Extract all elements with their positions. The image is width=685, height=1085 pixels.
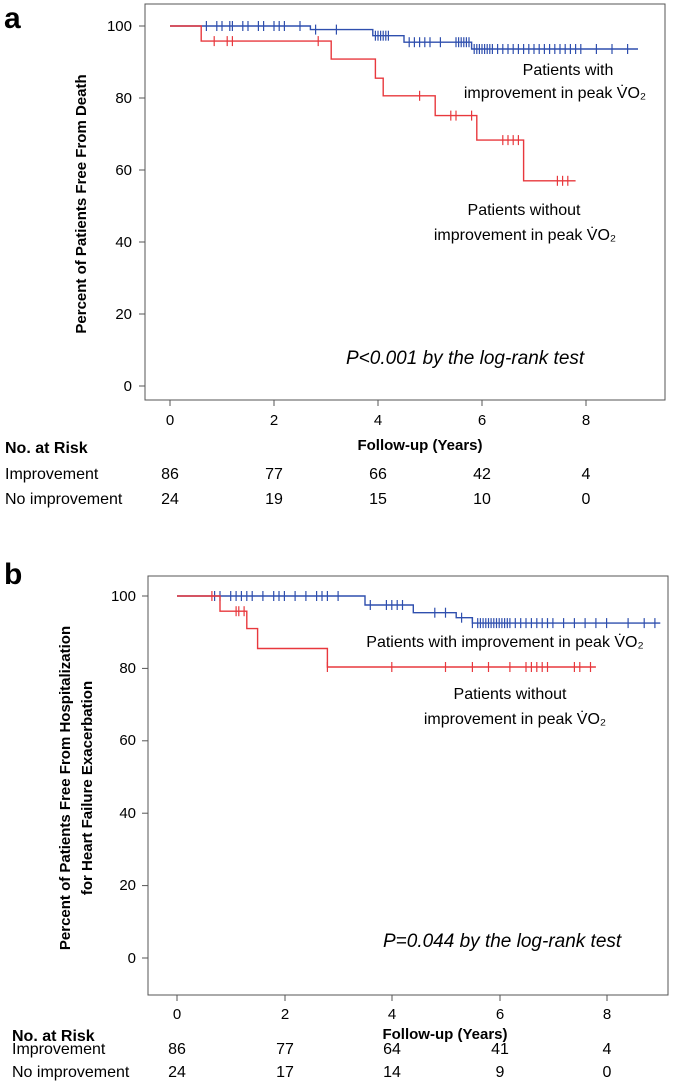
panel-a-curves xyxy=(170,21,638,186)
panel-b-risk-row-label: No improvement xyxy=(12,1064,130,1081)
panel-b-series-2-label-line-1: Patients without xyxy=(454,686,568,703)
panel-b-series-2-line xyxy=(177,595,596,668)
panel-a-x-tick-label: 6 xyxy=(478,412,486,429)
panel-a-y-axis-title: Percent of Patients Free From Death xyxy=(73,74,90,333)
panel-a-series-2-label-line-1: Patients without xyxy=(468,202,582,219)
panel-a-series-1-label-line-2: improvement in peak V̇O₂ xyxy=(464,84,646,102)
panel-a-y-tick-label: 100 xyxy=(107,18,132,35)
panel-b-series-2-label-line-2: improvement in peak V̇O₂ xyxy=(424,710,606,728)
panel-b-series-1-label: Patients with improvement in peak V̇O₂ xyxy=(366,633,643,651)
panel-a-y-tick-label: 60 xyxy=(115,162,132,179)
panel-b-risk-table-title: No. at Risk xyxy=(12,1028,95,1045)
panel-a-risk-row-label: Improvement xyxy=(5,466,99,483)
panel-b-risk-row-label: Improvement xyxy=(12,1041,106,1058)
panel-a-risk-value: 77 xyxy=(265,466,283,483)
panel-a-x-tick-label: 0 xyxy=(166,412,174,429)
panel-b-letter: b xyxy=(4,558,22,591)
panel-a-y-tick-label: 80 xyxy=(115,90,132,107)
panel-a-risk-value: 24 xyxy=(161,491,179,508)
panel-a-x-ticks xyxy=(169,400,587,406)
panel-b-risk-value: 14 xyxy=(383,1064,401,1081)
panel-a-x-tick-label: 8 xyxy=(582,412,590,429)
panel-a-letter: a xyxy=(4,2,21,35)
panel-b-x-tick-label: 6 xyxy=(496,1006,504,1023)
panel-a-risk-value: 66 xyxy=(369,466,387,483)
panel-b-risk-value: 41 xyxy=(491,1041,509,1058)
panel-a-y-tick-label: 20 xyxy=(115,306,132,323)
panel-b-risk-value: 77 xyxy=(276,1041,294,1058)
panel-a-y-tick-label: 40 xyxy=(115,234,132,251)
panel-b-risk-value: 86 xyxy=(168,1041,186,1058)
panel-a: a Percent of Patients Free From Death 0 … xyxy=(4,2,666,508)
panel-a-x-tick-label: 2 xyxy=(270,412,278,429)
panel-b-x-axis-title: Follow-up (Years) xyxy=(382,1026,507,1043)
panel-a-y-tick-label: 0 xyxy=(124,378,132,395)
panel-b-x-tick-labels: 0 2 4 6 8 xyxy=(173,1006,611,1023)
panel-a-risk-table-title: No. at Risk xyxy=(5,440,88,457)
panel-b-y-tick-label: 0 xyxy=(128,950,136,967)
panel-a-plot-frame xyxy=(144,3,666,401)
panel-a-risk-value: 10 xyxy=(473,491,491,508)
panel-b-risk-value: 0 xyxy=(603,1064,612,1081)
panel-b-x-tick-label: 4 xyxy=(388,1006,396,1023)
panel-b-risk-value: 9 xyxy=(496,1064,505,1081)
panel-a-risk-value: 86 xyxy=(161,466,179,483)
panel-b-x-tick-label: 0 xyxy=(173,1006,181,1023)
panel-a-y-ticks xyxy=(139,25,145,387)
panel-a-series-2-label-line-2: improvement in peak V̇O₂ xyxy=(434,226,616,244)
panel-a-series-1-label-line-1: Patients with xyxy=(523,62,614,79)
panel-a-x-tick-labels: 0 2 4 6 8 xyxy=(166,412,590,429)
panel-b-risk-table: No. at Risk Improvement No improvement 8… xyxy=(12,1028,612,1081)
panel-a-risk-row-label: No improvement xyxy=(5,491,123,508)
panel-b-curves xyxy=(177,591,661,672)
panel-b-x-ticks xyxy=(176,995,608,1001)
panel-b: b Percent of Patients Free From Hospital… xyxy=(4,558,669,1081)
panel-a-x-tick-label: 4 xyxy=(374,412,382,429)
panel-b-risk-value: 64 xyxy=(383,1041,401,1058)
panel-b-plot-frame xyxy=(147,575,669,996)
panel-a-risk-value: 42 xyxy=(473,466,491,483)
panel-a-series-2-line xyxy=(170,25,576,182)
panel-b-x-tick-label: 2 xyxy=(281,1006,289,1023)
panel-a-risk-value: 15 xyxy=(369,491,387,508)
panel-a-risk-value: 19 xyxy=(265,491,283,508)
panel-a-risk-value: 4 xyxy=(582,466,591,483)
panel-b-risk-value: 24 xyxy=(168,1064,186,1081)
panel-b-risk-value: 4 xyxy=(603,1041,612,1058)
panel-b-y-axis-title-line-2: for Heart Failure Exacerbation xyxy=(79,681,96,895)
panel-b-y-tick-label: 20 xyxy=(119,877,136,894)
panel-a-y-tick-labels: 0 20 40 60 80 100 xyxy=(107,18,132,395)
panel-a-risk-value: 0 xyxy=(582,491,591,508)
panel-b-x-tick-label: 8 xyxy=(603,1006,611,1023)
panel-b-y-tick-label: 60 xyxy=(119,732,136,749)
panel-b-y-tick-label: 40 xyxy=(119,805,136,822)
panel-b-pvalue-note: P=0.044 by the log-rank test xyxy=(383,931,622,952)
panel-a-pvalue-note: P<0.001 by the log-rank test xyxy=(346,348,585,369)
panel-a-risk-table: No. at Risk Improvement No improvement 8… xyxy=(5,440,591,508)
panel-a-x-axis-title: Follow-up (Years) xyxy=(357,437,482,454)
panel-b-y-axis-title-line-1: Percent of Patients Free From Hospitaliz… xyxy=(57,626,74,950)
panel-b-y-tick-label: 100 xyxy=(111,588,136,605)
panel-b-y-axis-title: Percent of Patients Free From Hospitaliz… xyxy=(57,626,96,950)
panel-b-risk-value: 17 xyxy=(276,1064,294,1081)
panel-b-y-ticks xyxy=(142,595,148,959)
panel-b-y-tick-labels: 0 20 40 60 80 100 xyxy=(111,588,136,967)
panel-b-y-tick-label: 80 xyxy=(119,660,136,677)
